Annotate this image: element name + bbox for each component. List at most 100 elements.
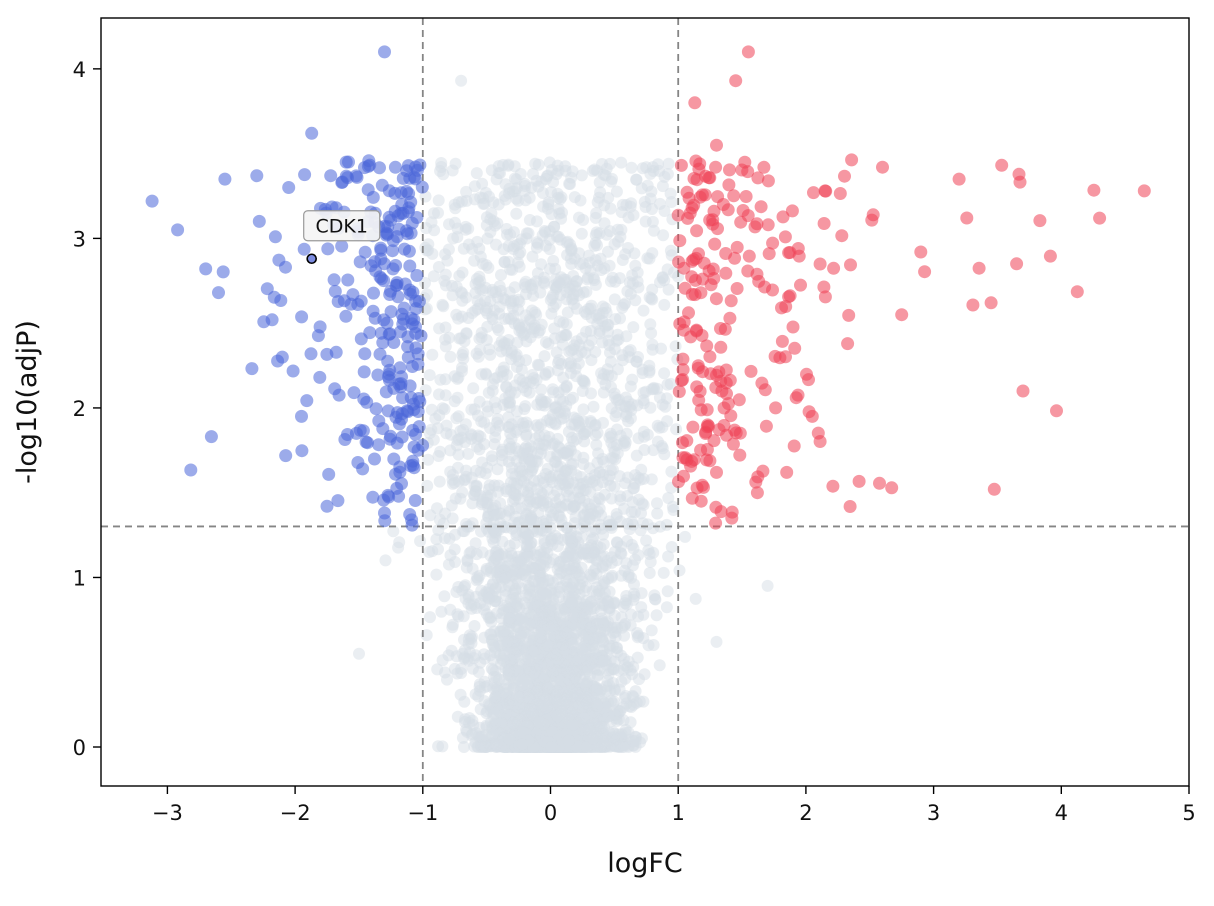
data-point: [1137, 184, 1151, 198]
data-point: [535, 577, 548, 590]
data-point: [495, 269, 507, 281]
data-point: [628, 578, 640, 591]
data-point: [643, 364, 656, 377]
data-point: [455, 662, 468, 675]
data-point: [377, 493, 391, 507]
data-point: [987, 482, 1001, 496]
data-point: [357, 365, 371, 379]
data-point: [480, 219, 493, 232]
data-point: [583, 723, 595, 736]
data-point: [555, 212, 568, 225]
data-point: [595, 721, 608, 734]
data-point: [612, 664, 625, 677]
data-point: [565, 344, 578, 357]
data-point: [542, 198, 555, 211]
data-point: [518, 597, 531, 610]
data-point: [585, 551, 598, 564]
data-point: [520, 354, 532, 367]
y-tick-label: 0: [73, 736, 86, 760]
data-point: [324, 169, 338, 183]
data-point: [444, 350, 457, 363]
data-point: [984, 296, 998, 310]
data-point: [699, 169, 712, 183]
data-point: [559, 407, 572, 420]
data-point: [184, 463, 198, 477]
data-point: [691, 359, 705, 373]
data-point: [432, 194, 445, 207]
data-point: [842, 308, 856, 322]
data-point: [648, 589, 661, 602]
data-point: [657, 566, 670, 579]
data-point: [409, 341, 423, 355]
data-point: [608, 293, 621, 306]
data-point: [425, 216, 438, 229]
data-point: [604, 427, 617, 440]
upregulated-points: [671, 45, 1151, 530]
data-point: [542, 681, 555, 694]
x-tick-label: 1: [672, 801, 685, 825]
data-point: [403, 379, 417, 393]
data-point: [562, 477, 575, 490]
data-point: [486, 728, 499, 741]
data-point: [584, 415, 597, 427]
data-point: [530, 419, 543, 432]
data-point: [490, 238, 502, 251]
data-point: [456, 310, 469, 323]
data-point: [460, 291, 473, 304]
data-point: [554, 233, 567, 246]
data-point: [657, 229, 670, 242]
data-point: [565, 244, 578, 256]
data-point: [511, 336, 524, 349]
data-point: [433, 388, 445, 401]
data-point: [495, 445, 508, 458]
data-point: [487, 664, 500, 677]
data-point: [646, 215, 659, 228]
data-point: [706, 213, 720, 227]
data-point: [719, 266, 733, 280]
data-point: [813, 257, 827, 271]
data-point: [689, 273, 702, 287]
data-point: [419, 241, 432, 254]
data-point: [653, 659, 666, 672]
data-point: [468, 180, 481, 193]
data-point: [328, 284, 342, 298]
data-point: [359, 435, 373, 449]
data-point: [626, 496, 639, 509]
data-point: [591, 239, 603, 252]
data-point: [374, 243, 388, 257]
data-point: [493, 280, 506, 293]
data-point: [295, 409, 308, 423]
data-point: [788, 341, 802, 355]
data-point: [714, 340, 728, 354]
data-point: [664, 244, 677, 257]
data-point: [683, 206, 697, 220]
data-point: [439, 268, 452, 281]
data-point: [627, 482, 640, 495]
data-point: [632, 351, 644, 363]
data-point: [495, 716, 508, 729]
data-point: [656, 180, 669, 193]
data-point: [468, 620, 481, 632]
data-point: [467, 382, 480, 395]
data-point: [813, 435, 827, 448]
y-tick-label: 3: [73, 227, 86, 251]
data-point: [719, 247, 733, 260]
data-point: [852, 474, 866, 488]
data-point: [914, 245, 928, 259]
data-point: [817, 217, 831, 230]
data-point: [386, 244, 399, 258]
data-point: [353, 255, 367, 269]
data-point: [544, 584, 557, 597]
data-point: [575, 169, 588, 182]
data-point: [531, 617, 544, 629]
data-point: [780, 465, 794, 479]
data-point: [400, 184, 413, 198]
data-point: [637, 394, 650, 407]
data-point: [449, 157, 462, 170]
data-point: [357, 392, 371, 406]
data-point: [689, 592, 702, 605]
data-point: [703, 350, 717, 364]
data-point: [485, 207, 498, 220]
data-point: [465, 403, 478, 416]
data-point: [436, 402, 449, 415]
